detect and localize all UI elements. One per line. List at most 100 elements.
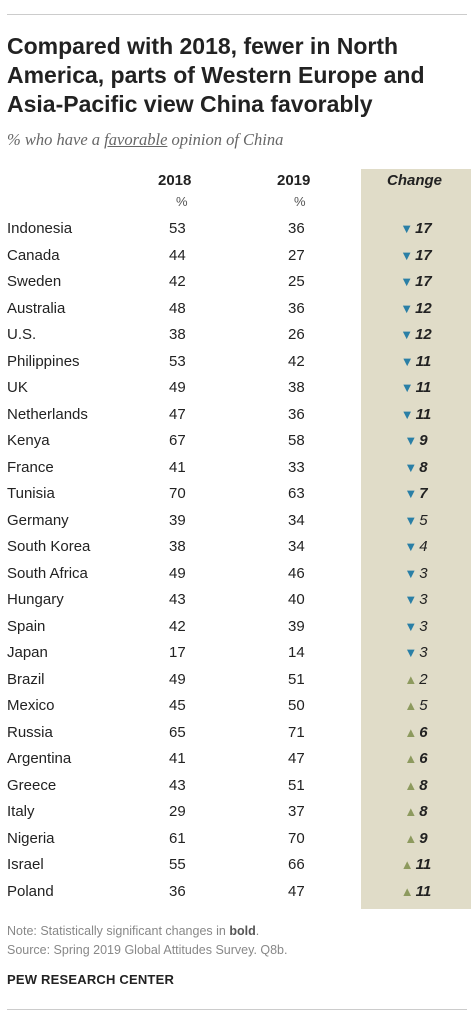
triangle-down-icon: ▼ <box>404 459 418 475</box>
table-row: Philippines 53 42 ▼ 11 <box>0 351 475 377</box>
country-label: Hungary <box>7 591 64 608</box>
table-row: Canada 44 27 ▼ 17 <box>0 245 475 271</box>
change-cell: ▼ 5 <box>361 512 471 529</box>
table-row: Israel 55 66 ▲ 11 <box>0 854 475 880</box>
triangle-down-icon: ▼ <box>404 645 418 660</box>
change-value: 7 <box>419 485 428 502</box>
value-2018: 45 <box>169 697 186 714</box>
change-cell: ▼ 12 <box>361 326 471 343</box>
table-row: U.S. 38 26 ▼ 12 <box>0 324 475 350</box>
change-column-background <box>361 169 471 909</box>
value-2018: 43 <box>169 591 186 608</box>
change-cell: ▲ 5 <box>361 697 471 714</box>
subtitle-prefix: % who have a <box>7 130 105 149</box>
triangle-down-icon: ▼ <box>400 221 414 236</box>
country-label: Nigeria <box>7 829 55 847</box>
table-row: Sweden 42 25 ▼ 17 <box>0 271 475 297</box>
change-cell: ▲ 8 <box>361 777 471 794</box>
country-label: Italy <box>7 803 35 820</box>
value-2018: 53 <box>169 220 186 237</box>
change-value: 11 <box>415 856 432 873</box>
change-cell: ▼ 17 <box>361 273 471 290</box>
triangle-down-icon: ▼ <box>404 592 418 607</box>
value-2019: 34 <box>288 511 305 529</box>
change-value: 4 <box>419 538 428 555</box>
value-2019: 50 <box>288 697 305 714</box>
change-value: 8 <box>419 458 428 476</box>
value-2018: 61 <box>169 829 186 847</box>
value-2019: 47 <box>288 882 305 900</box>
triangle-down-icon: ▼ <box>404 486 418 501</box>
percent-unit-2019: % <box>294 194 306 209</box>
country-label: South Korea <box>7 538 91 555</box>
change-value: 5 <box>419 697 428 714</box>
value-2019: 42 <box>288 352 305 370</box>
change-value: 3 <box>419 617 428 635</box>
value-2018: 49 <box>169 564 186 582</box>
country-label: Kenya <box>7 432 50 449</box>
table-row: Nigeria 61 70 ▲ 9 <box>0 828 475 854</box>
note-bold: bold <box>229 924 256 938</box>
change-value: 8 <box>419 803 428 820</box>
triangle-down-icon: ▼ <box>404 565 418 581</box>
country-label: Brazil <box>7 670 45 688</box>
value-2018: 48 <box>169 299 186 317</box>
brand-logo-text: PEW RESEARCH CENTER <box>7 972 175 987</box>
change-cell: ▲ 11 <box>361 856 471 873</box>
country-label: U.S. <box>7 326 37 343</box>
change-value: 12 <box>415 326 432 343</box>
change-cell: ▲ 11 <box>361 883 471 900</box>
change-value: 5 <box>419 511 428 529</box>
table-row: UK 49 38 ▼ 11 <box>0 377 475 403</box>
change-value: 2 <box>419 670 428 688</box>
value-2018: 41 <box>169 750 186 767</box>
triangle-up-icon: ▲ <box>400 857 414 872</box>
change-cell: ▲ 8 <box>361 803 471 820</box>
change-value: 17 <box>415 273 432 290</box>
change-cell: ▼ 17 <box>361 220 471 237</box>
country-label: Poland <box>7 882 54 900</box>
triangle-down-icon: ▼ <box>400 380 414 395</box>
table-row: Germany 39 34 ▼ 5 <box>0 510 475 536</box>
value-2018: 47 <box>169 405 186 423</box>
change-value: 3 <box>419 644 428 661</box>
value-2019: 36 <box>288 220 305 237</box>
change-cell: ▼ 12 <box>361 300 471 317</box>
table-row: France 41 33 ▼ 8 <box>0 457 475 483</box>
change-cell: ▲ 6 <box>361 724 471 741</box>
table-row: South Africa 49 46 ▼ 3 <box>0 563 475 589</box>
change-value: 11 <box>415 379 432 396</box>
triangle-up-icon: ▲ <box>404 671 418 687</box>
value-2018: 55 <box>169 856 186 873</box>
country-label: UK <box>7 379 28 396</box>
change-value: 12 <box>415 299 432 317</box>
country-label: Argentina <box>7 750 72 767</box>
value-2019: 38 <box>288 379 305 396</box>
country-label: France <box>7 458 54 476</box>
country-label: Sweden <box>7 273 62 290</box>
triangle-down-icon: ▼ <box>400 406 414 422</box>
value-2018: 65 <box>169 723 186 741</box>
value-2019: 14 <box>288 644 305 661</box>
triangle-up-icon: ▲ <box>404 830 418 846</box>
table-row: Italy 29 37 ▲ 8 <box>0 801 475 827</box>
value-2018: 49 <box>169 379 186 396</box>
triangle-up-icon: ▲ <box>404 698 418 713</box>
value-2018: 44 <box>169 246 186 264</box>
table-row: Netherlands 47 36 ▼ 11 <box>0 404 475 430</box>
value-2019: 33 <box>288 458 305 476</box>
value-2018: 41 <box>169 458 186 476</box>
triangle-up-icon: ▲ <box>404 777 418 793</box>
note: Note: Statistically significant changes … <box>7 924 259 938</box>
value-2019: 51 <box>288 670 305 688</box>
value-2019: 51 <box>288 776 305 794</box>
chart-title: Compared with 2018, fewer in North Ameri… <box>7 33 425 117</box>
table-row: Kenya 67 58 ▼ 9 <box>0 430 475 456</box>
change-value: 8 <box>419 776 428 794</box>
value-2019: 39 <box>288 617 305 635</box>
table-row: Hungary 43 40 ▼ 3 <box>0 589 475 615</box>
value-2019: 25 <box>288 273 305 290</box>
value-2019: 37 <box>288 803 305 820</box>
value-2018: 39 <box>169 511 186 529</box>
country-label: Indonesia <box>7 220 73 237</box>
